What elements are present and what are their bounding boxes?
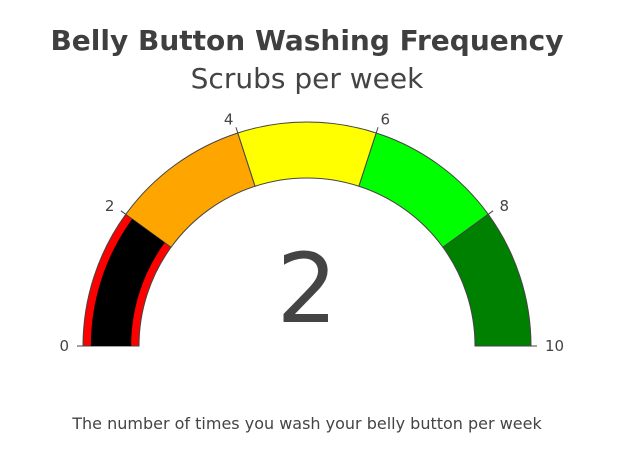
- gauge-tick-label-1: 2: [105, 197, 115, 215]
- gauge-tick-4: [487, 210, 494, 215]
- gauge-step-2: [237, 121, 377, 187]
- gauge-tick-3: [375, 127, 379, 134]
- gauge-tick-label-0: 0: [59, 337, 69, 355]
- gauge-tick-label-3: 6: [381, 111, 391, 129]
- chart-subtitle: Scrubs per week: [191, 62, 424, 95]
- gauge-ticks: 0 2 4 6 8 10: [59, 111, 564, 355]
- gauge-tick-label-5: 10: [545, 337, 564, 355]
- gauge-tick-1: [120, 210, 127, 215]
- gauge-tick-label-2: 4: [224, 111, 234, 129]
- chart-caption: The number of times you wash your belly …: [71, 414, 542, 433]
- gauge-tick-2: [235, 127, 239, 134]
- chart-title: Belly Button Washing Frequency: [50, 24, 563, 57]
- gauge-value: 2: [276, 233, 337, 345]
- gauge-tick-label-4: 8: [500, 197, 510, 215]
- gauge-bar-group: [90, 218, 165, 346]
- gauge-value-bar: [90, 218, 165, 346]
